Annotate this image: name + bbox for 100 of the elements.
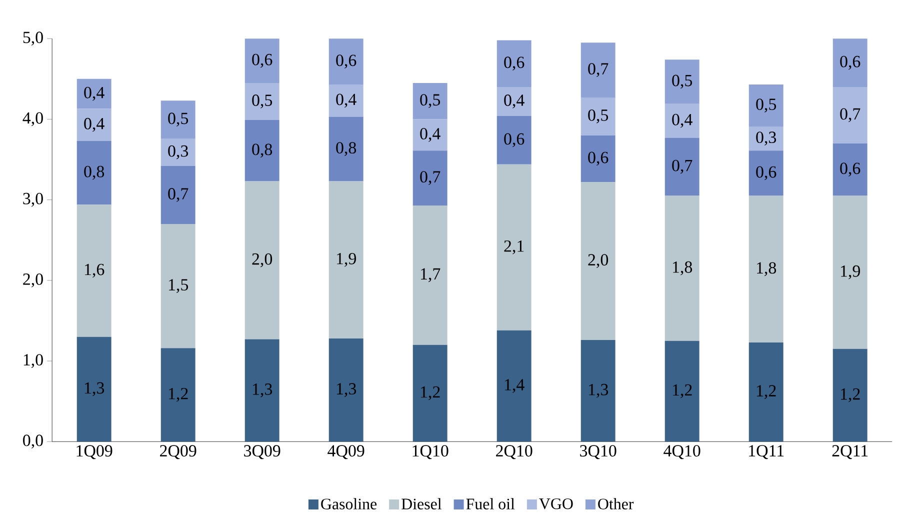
legend-label: Diesel xyxy=(402,498,442,510)
bar xyxy=(76,140,112,205)
data-label: 0,4 xyxy=(420,128,440,142)
bar xyxy=(328,338,364,442)
bar xyxy=(244,339,280,442)
x-tick-label: 2Q10 xyxy=(496,445,532,460)
legend-label: Other xyxy=(598,498,634,510)
x-tick-label: 3Q09 xyxy=(244,445,280,460)
bar xyxy=(160,166,196,224)
legend-label: Gasoline xyxy=(321,498,377,510)
data-label: 0,3 xyxy=(168,145,188,160)
bar xyxy=(76,108,112,141)
bar xyxy=(76,78,112,109)
bar xyxy=(748,126,784,151)
data-label: 0,5 xyxy=(672,74,692,89)
bar xyxy=(160,224,196,348)
data-label: 0,7 xyxy=(840,108,860,122)
data-label: 1,3 xyxy=(336,383,356,397)
bar xyxy=(244,38,280,83)
x-tick-label: 4Q10 xyxy=(664,445,700,460)
data-label: 0,5 xyxy=(756,98,776,112)
data-label: 0,8 xyxy=(336,142,356,156)
data-label: 0,4 xyxy=(504,94,524,108)
y-tick-label: 4,0 xyxy=(22,112,43,126)
data-label: 0,4 xyxy=(336,94,356,108)
bar xyxy=(412,82,448,120)
x-tick-label: 1Q09 xyxy=(76,445,112,460)
bar xyxy=(496,116,532,164)
x-tick-label: 1Q10 xyxy=(412,445,448,460)
bar xyxy=(580,135,616,182)
bar xyxy=(160,100,196,139)
bar xyxy=(832,196,868,349)
data-label: 0,4 xyxy=(84,86,104,101)
data-label: 0,6 xyxy=(336,54,356,69)
x-tick-label: 1Q11 xyxy=(749,445,784,460)
data-label: 1,2 xyxy=(672,384,692,398)
y-tick-label: 3,0 xyxy=(23,192,43,207)
bar xyxy=(664,340,700,442)
data-label: 0,7 xyxy=(168,188,188,202)
data-label: 2,0 xyxy=(252,253,272,268)
bar xyxy=(244,120,280,182)
bar xyxy=(580,182,616,340)
bar xyxy=(328,116,364,182)
y-tick-label: 0,0 xyxy=(23,434,43,449)
data-label: 1,5 xyxy=(168,279,188,293)
bar xyxy=(664,138,700,196)
bar xyxy=(496,164,532,330)
bar xyxy=(328,38,364,85)
data-label: 1,7 xyxy=(420,268,440,282)
bar xyxy=(664,60,700,104)
bar xyxy=(76,204,112,337)
data-label: 0,4 xyxy=(672,114,692,128)
bar xyxy=(832,143,868,196)
bar xyxy=(412,344,448,442)
bar xyxy=(748,84,784,126)
data-label: 0,7 xyxy=(420,171,440,185)
data-label: 0,7 xyxy=(588,63,608,77)
data-label: 1,8 xyxy=(756,262,776,276)
legend-label: VGO xyxy=(539,498,573,510)
bar xyxy=(412,119,448,151)
bar xyxy=(412,150,448,206)
bar xyxy=(580,42,616,98)
bar xyxy=(832,38,868,87)
bar xyxy=(244,82,280,120)
data-label: 2,1 xyxy=(504,240,524,254)
data-label: 0,8 xyxy=(252,144,272,158)
bar xyxy=(664,196,700,341)
data-label: 1,3 xyxy=(252,384,272,398)
data-label: 0,6 xyxy=(756,166,776,180)
bar xyxy=(412,205,448,345)
data-label: 0,4 xyxy=(84,118,104,132)
data-label: 0,5 xyxy=(168,112,188,127)
y-tick-label: 1,0 xyxy=(24,354,43,368)
data-label: 0,3 xyxy=(756,132,776,146)
bar xyxy=(244,181,280,340)
bar xyxy=(328,181,364,338)
x-tick-label: 3Q10 xyxy=(580,445,616,460)
bar xyxy=(832,348,868,442)
bar xyxy=(160,138,196,166)
data-label: 0,8 xyxy=(84,166,104,180)
data-label: 2,0 xyxy=(588,254,608,268)
bar xyxy=(748,196,784,342)
data-label: 1,4 xyxy=(504,379,524,393)
data-label: 0,6 xyxy=(504,133,524,148)
data-label: 0,6 xyxy=(840,162,860,177)
data-label: 0,5 xyxy=(588,109,608,124)
data-label: 0,7 xyxy=(672,160,692,174)
data-label: 1,3 xyxy=(84,382,104,396)
y-tick-label: 2,0 xyxy=(23,273,43,288)
data-label: 1,2 xyxy=(168,388,188,402)
bar xyxy=(496,40,532,87)
data-label: 1,8 xyxy=(672,261,692,276)
data-label: 1,2 xyxy=(840,388,860,402)
bar xyxy=(748,150,784,196)
bar xyxy=(496,86,532,116)
data-label: 1,3 xyxy=(588,384,608,398)
data-label: 0,6 xyxy=(252,54,272,68)
bar xyxy=(160,348,196,442)
data-label: 1,9 xyxy=(336,252,356,267)
data-label: 1,2 xyxy=(756,385,776,399)
